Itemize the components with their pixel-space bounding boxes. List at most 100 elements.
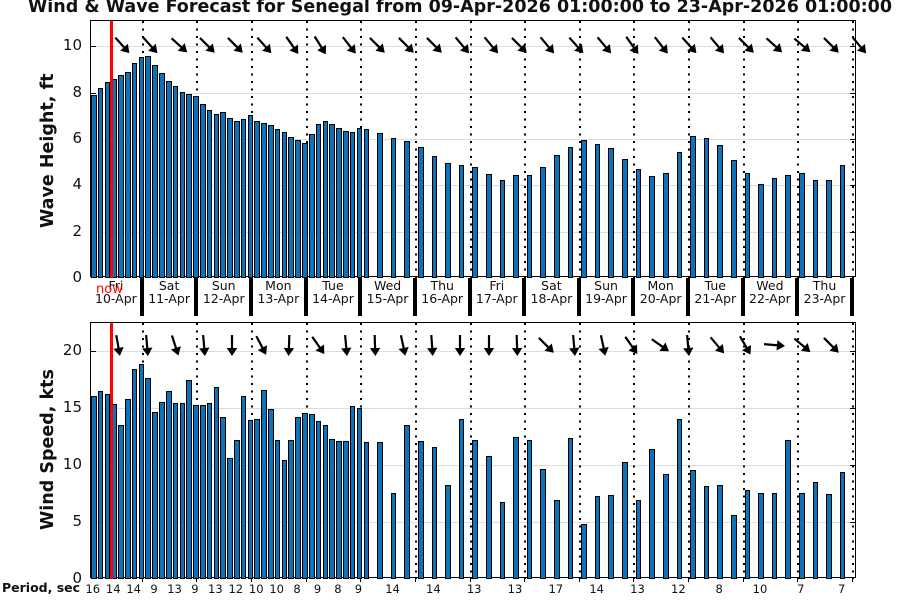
wave-bar bbox=[608, 148, 615, 278]
wave-bar bbox=[758, 184, 764, 278]
gridline bbox=[91, 46, 855, 48]
wave-bar bbox=[744, 172, 751, 278]
now-line bbox=[110, 323, 113, 579]
day-date: 22-Apr bbox=[749, 291, 791, 306]
day-label: Tue 14-Apr bbox=[306, 279, 361, 307]
day-boundary-dotted-line bbox=[524, 21, 527, 278]
wave-bar bbox=[131, 62, 138, 278]
wind-bar bbox=[213, 386, 220, 579]
day-date: 16-Apr bbox=[421, 291, 464, 306]
day-label: Mon 13-Apr bbox=[251, 279, 306, 307]
wave-bar bbox=[826, 179, 832, 278]
wave-bar bbox=[165, 81, 172, 278]
day-label: Sun 19-Apr bbox=[579, 279, 634, 307]
wave-bar bbox=[771, 178, 778, 278]
period-value: 8 bbox=[334, 582, 342, 596]
wave-bar bbox=[649, 176, 655, 278]
x-tick-mark bbox=[851, 578, 853, 582]
day-separator bbox=[686, 278, 690, 316]
day-date: 18-Apr bbox=[530, 291, 573, 306]
wave-bar bbox=[785, 174, 791, 278]
wave-direction-arrow-icon bbox=[279, 32, 305, 58]
wind-bar bbox=[240, 395, 247, 579]
wind-bar bbox=[799, 492, 805, 579]
wind-bar bbox=[322, 425, 329, 579]
wave-bar bbox=[342, 130, 349, 278]
wave-bar bbox=[513, 174, 519, 278]
wave-direction-arrow-icon bbox=[109, 32, 135, 58]
wave-bar bbox=[703, 137, 710, 278]
wave-bar bbox=[445, 163, 451, 278]
wind-direction-arrow-icon bbox=[162, 332, 188, 358]
wind-bar bbox=[377, 442, 383, 579]
day-boundary-dotted-line bbox=[797, 323, 800, 579]
day-boundary-dotted-line bbox=[742, 21, 745, 278]
wind-bar bbox=[227, 458, 233, 579]
x-tick-mark bbox=[797, 578, 799, 582]
period-value: 7 bbox=[837, 582, 846, 596]
wave-bar bbox=[485, 173, 492, 278]
wind-bar bbox=[342, 441, 349, 579]
wave-bar bbox=[431, 156, 438, 278]
x-tick-mark bbox=[578, 578, 580, 582]
wind-direction-arrow-icon bbox=[362, 332, 388, 358]
day-name: Sat bbox=[541, 278, 562, 293]
day-name: Fri bbox=[108, 278, 124, 293]
day-boundary-dotted-line bbox=[414, 21, 417, 278]
wind-bar bbox=[199, 404, 206, 579]
wave-direction-arrow-icon bbox=[222, 32, 248, 58]
wave-bar bbox=[329, 124, 335, 278]
day-separator bbox=[631, 278, 636, 316]
wave-bar bbox=[540, 166, 547, 278]
day-date: 14-Apr bbox=[312, 291, 354, 306]
wind-direction-arrow-icon bbox=[276, 332, 302, 358]
period-value: 9 bbox=[150, 582, 158, 596]
wind-bar bbox=[485, 456, 492, 579]
day-name: Sun bbox=[594, 278, 618, 293]
wind-bar bbox=[138, 363, 145, 579]
y-tick-label: 4 bbox=[72, 175, 82, 194]
wave-bar bbox=[240, 119, 247, 278]
wave-bar bbox=[234, 120, 240, 278]
wind-bar bbox=[431, 447, 438, 579]
day-name: Sat bbox=[158, 278, 180, 293]
wave-bar bbox=[152, 64, 158, 278]
wind-bar bbox=[295, 417, 301, 579]
wind-bar bbox=[649, 449, 655, 579]
wave-bar bbox=[363, 128, 370, 278]
wind-direction-arrow-icon bbox=[761, 332, 787, 358]
y-tick-mark bbox=[91, 351, 96, 353]
day-boundary-dotted-line bbox=[578, 21, 581, 278]
gridline bbox=[91, 92, 855, 94]
wave-bar bbox=[125, 71, 131, 278]
wind-bar bbox=[268, 409, 274, 579]
wind-direction-arrow-icon bbox=[732, 332, 758, 358]
wave-bar bbox=[281, 132, 288, 278]
wind-bar bbox=[758, 492, 764, 579]
gridline bbox=[91, 408, 855, 410]
wave-direction-arrow-icon bbox=[393, 32, 419, 58]
day-name: Tue bbox=[322, 278, 344, 293]
wind-direction-arrow-icon bbox=[248, 332, 274, 358]
y-tick-mark bbox=[91, 92, 96, 94]
day-label: Wed 22-Apr bbox=[743, 279, 798, 307]
now-line bbox=[110, 21, 113, 278]
day-name: Wed bbox=[373, 278, 402, 293]
wave-bar bbox=[159, 73, 165, 278]
wave-bar bbox=[104, 82, 111, 278]
y-tick-mark bbox=[91, 46, 96, 48]
wave-bar bbox=[186, 93, 192, 278]
day-name: Thu bbox=[430, 278, 454, 293]
x-tick-mark bbox=[251, 578, 253, 582]
wind-bar bbox=[159, 401, 165, 579]
day-date: 19-Apr bbox=[585, 291, 627, 306]
wave-direction-arrow-icon bbox=[449, 32, 475, 58]
day-label: Wed 15-Apr bbox=[360, 279, 415, 307]
day-boundary-dotted-line bbox=[633, 323, 636, 579]
wind-bar bbox=[771, 492, 778, 579]
wave-bar bbox=[390, 137, 397, 278]
wave-bar bbox=[213, 113, 220, 278]
wind-bar bbox=[234, 440, 240, 579]
wind-bar bbox=[839, 472, 846, 579]
